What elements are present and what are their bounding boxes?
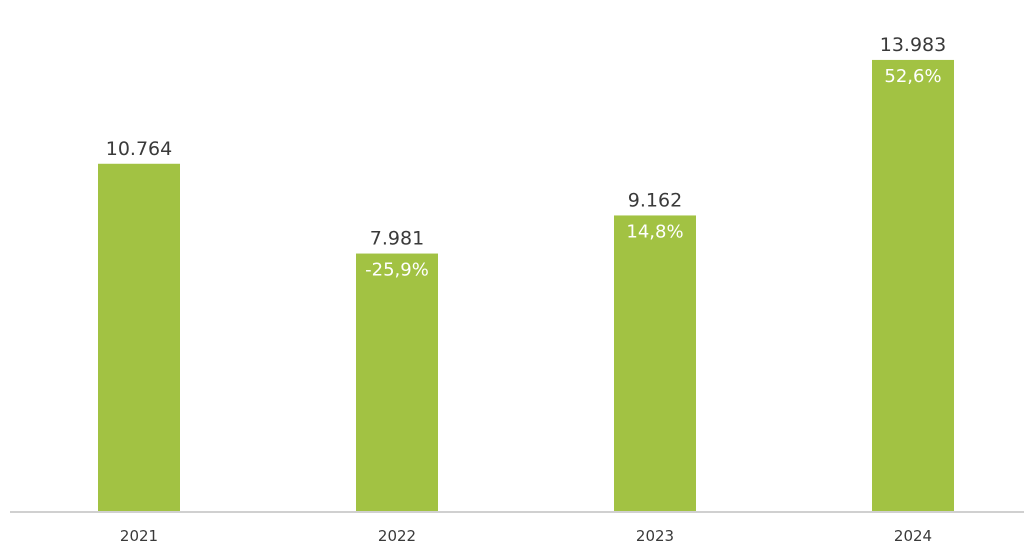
value-label-2023: 9.162 [628, 189, 682, 211]
bar-2023 [614, 215, 696, 512]
x-tick-label-2024: 2024 [894, 527, 932, 545]
bar-2024 [872, 59, 954, 511]
bars-group [98, 59, 954, 512]
value-label-2021: 10.764 [106, 138, 172, 160]
x-tick-label-2021: 2021 [120, 527, 158, 545]
bar-2021 [98, 163, 180, 511]
bar-2022 [356, 253, 438, 511]
labels-group: 10.764 2021 7.981 -25,9% 2022 9.162 14,8% 2023 1… [106, 34, 946, 545]
x-tick-label-2023: 2023 [636, 527, 674, 545]
value-label-2024: 13.983 [880, 34, 946, 56]
x-tick-label-2022: 2022 [378, 527, 416, 545]
value-label-2022: 7.981 [370, 228, 424, 250]
change-label-2024: 52,6% [884, 66, 941, 87]
change-label-2022: -25,9% [365, 260, 429, 281]
change-label-2023: 14,8% [626, 221, 683, 242]
